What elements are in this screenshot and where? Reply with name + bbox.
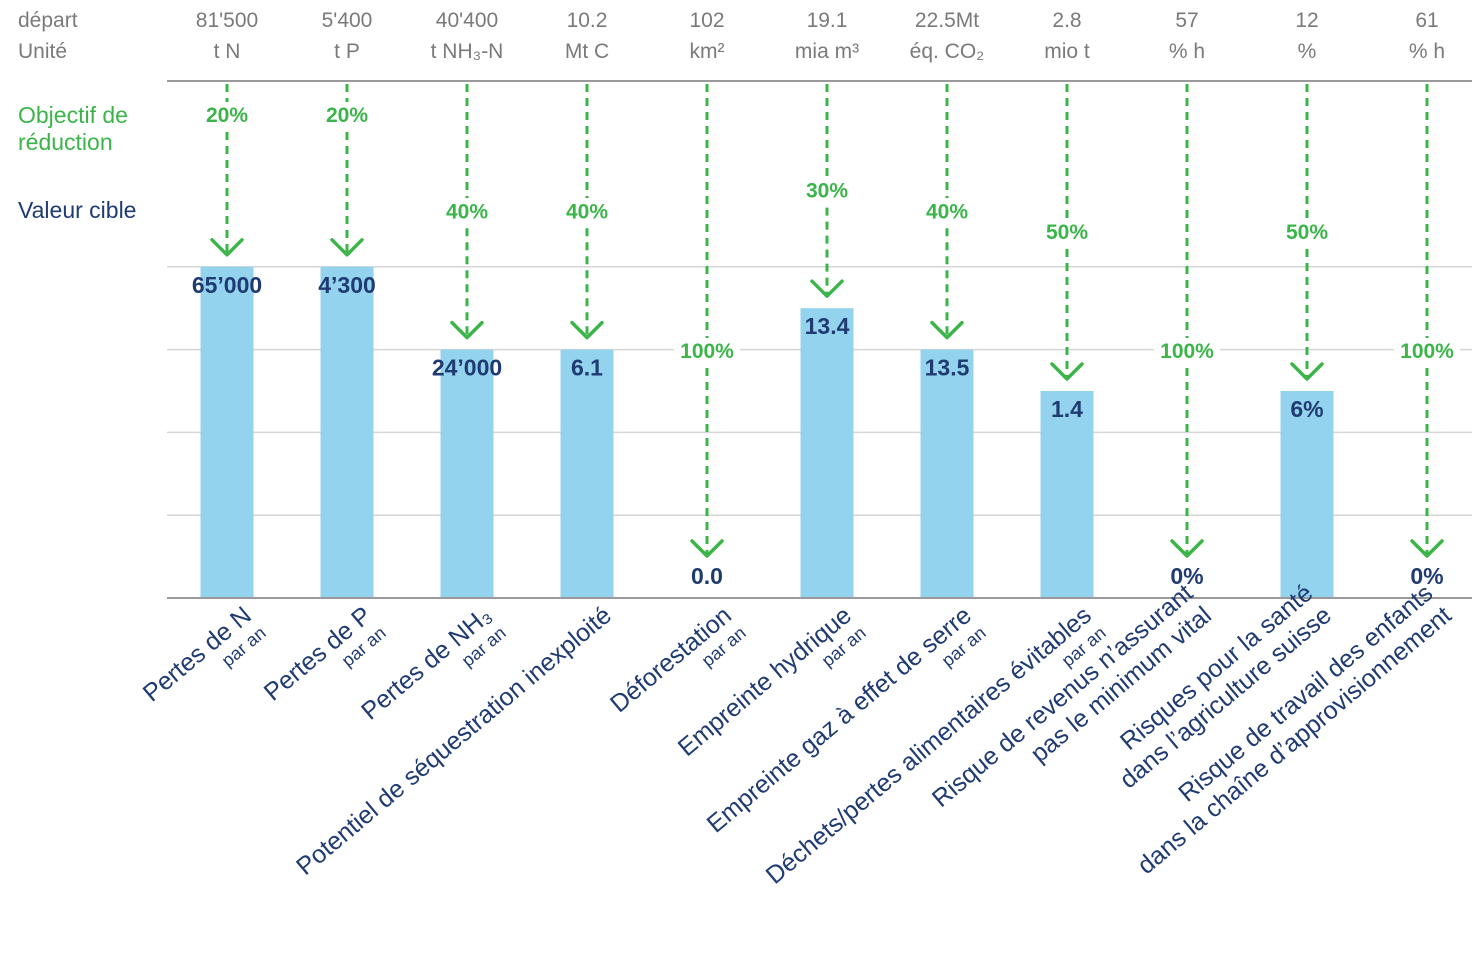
chart-plot-area: 81'500 t N 20% 65’000 5'400 t P 20% 4’300 40'400… <box>138 9 1472 890</box>
start-value: 102 <box>689 9 724 32</box>
label-backdrop <box>799 177 855 205</box>
reduction-target: 100% <box>1160 340 1214 363</box>
bar <box>320 266 374 598</box>
arrow-head <box>1170 539 1204 558</box>
target-value: 13.4 <box>805 313 850 339</box>
bar <box>1280 391 1334 598</box>
start-value: 10.2 <box>567 9 608 32</box>
reduction-target: 50% <box>1046 221 1088 244</box>
arrow-head <box>210 238 244 257</box>
label-backdrop <box>1394 338 1461 365</box>
arrow-head <box>930 320 964 340</box>
unit-label: % h <box>1169 40 1205 63</box>
arrow-head <box>450 320 484 340</box>
reduction-target: 100% <box>1400 340 1454 363</box>
start-value: 57 <box>1175 9 1198 32</box>
unit-label: Mt C <box>565 40 609 63</box>
unit-label: mio t <box>1044 40 1090 63</box>
arrow-head <box>1410 539 1444 558</box>
target-row-label: Valeur cible <box>18 197 136 223</box>
start-value: 2.8 <box>1052 9 1081 32</box>
reduction-target: 20% <box>326 104 368 127</box>
unit-label: t NH₃-N <box>431 40 504 63</box>
unit-row-label: Unité <box>18 40 67 63</box>
arrow-head <box>810 279 844 298</box>
label-backdrop <box>674 338 741 365</box>
target-value: 4’300 <box>318 272 376 298</box>
unit-label: éq. CO₂ <box>910 40 985 63</box>
reduction-target: 100% <box>680 340 734 363</box>
reduction-target: 30% <box>806 180 848 203</box>
start-value: 22.5Mt <box>915 9 979 32</box>
start-value: 61 <box>1415 9 1438 32</box>
target-value: 0.0 <box>691 563 723 589</box>
reduction-target: 40% <box>446 200 488 223</box>
bar <box>560 349 614 598</box>
label-backdrop <box>439 198 495 226</box>
arrow-head <box>330 238 364 257</box>
reduction-target: 40% <box>926 200 968 223</box>
bar <box>800 308 854 598</box>
reduction-target: 40% <box>566 200 608 223</box>
target-value: 6% <box>1290 396 1323 422</box>
bar <box>440 349 494 598</box>
unit-label: mia m³ <box>795 40 859 63</box>
label-backdrop <box>1154 338 1221 365</box>
target-value: 65’000 <box>192 272 262 298</box>
unit-label: t N <box>214 40 241 63</box>
start-value: 12 <box>1295 9 1318 32</box>
label-backdrop <box>559 198 615 226</box>
arrow-head <box>1290 362 1324 381</box>
target-value: 6.1 <box>571 355 603 381</box>
target-value: 13.5 <box>925 355 970 381</box>
start-value: 19.1 <box>807 9 848 32</box>
arrow-head <box>570 320 604 340</box>
start-value: 81'500 <box>196 9 258 32</box>
unit-label: km² <box>690 40 725 63</box>
unit-label: % h <box>1409 40 1445 63</box>
target-value: 0% <box>1170 563 1203 589</box>
unit-label: % <box>1298 40 1317 63</box>
label-backdrop <box>1279 219 1335 246</box>
start-row-label: départ <box>18 9 78 32</box>
unit-label: t P <box>334 40 360 63</box>
target-value: 24’000 <box>432 355 502 381</box>
reduction-row-label-2: réduction <box>18 129 113 155</box>
reduction-target: 20% <box>206 104 248 127</box>
label-backdrop <box>919 198 975 226</box>
label-backdrop <box>1039 219 1095 246</box>
arrow-head <box>1050 362 1084 381</box>
reduction-target: 50% <box>1286 221 1328 244</box>
reduction-row-label-1: Objectif de <box>18 102 128 128</box>
bar <box>1040 391 1094 598</box>
start-value: 5'400 <box>322 9 373 32</box>
target-value: 1.4 <box>1051 396 1083 422</box>
bar <box>200 266 254 598</box>
bar <box>920 349 974 598</box>
start-value: 40'400 <box>436 9 498 32</box>
target-value: 0% <box>1410 563 1443 589</box>
arrow-head <box>690 539 724 558</box>
